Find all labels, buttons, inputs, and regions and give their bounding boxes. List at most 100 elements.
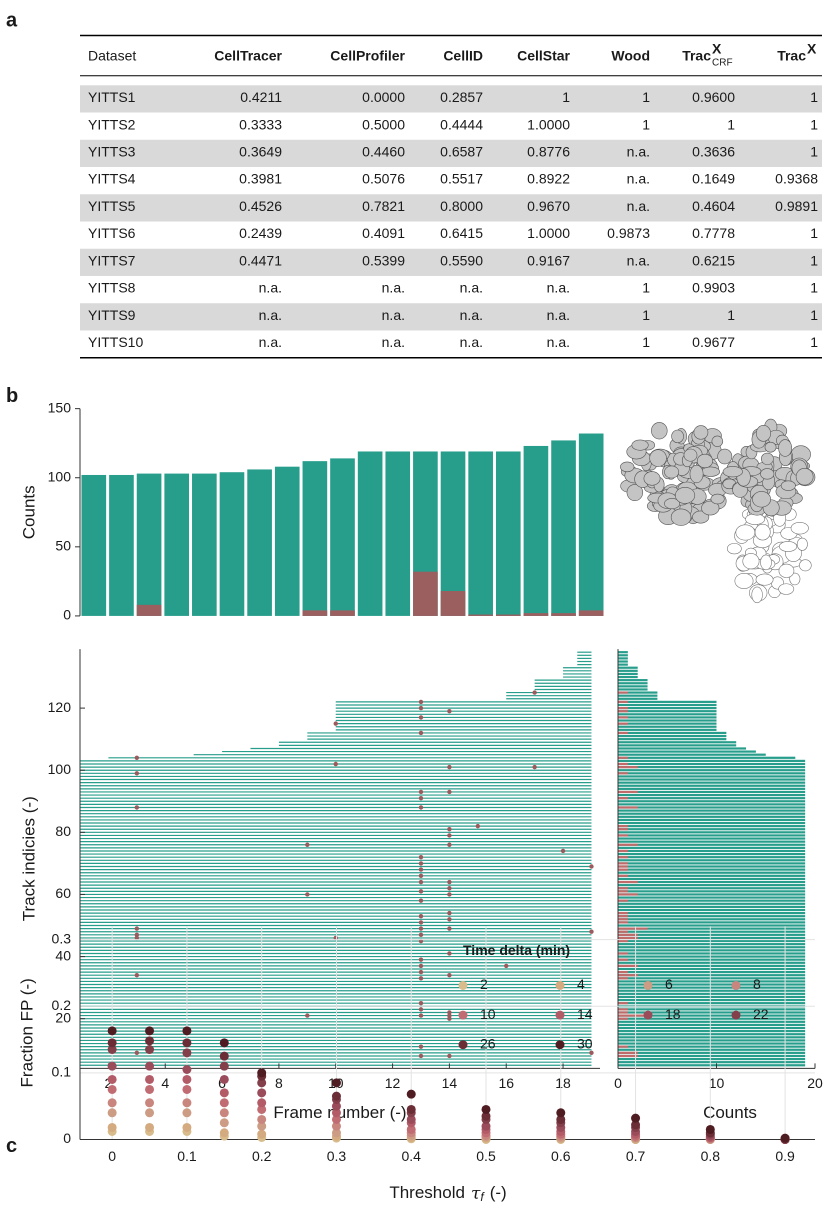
cell	[735, 524, 756, 541]
y-tick-label: 0	[63, 1130, 71, 1146]
count-bar	[618, 731, 628, 735]
cell	[696, 453, 713, 469]
count-bar	[618, 688, 648, 691]
table-cell: YITTS6	[88, 225, 136, 241]
cell	[701, 466, 720, 477]
count-bar	[618, 744, 737, 747]
x-axis-label-text: Threshold	[389, 1183, 465, 1202]
count-bar	[618, 862, 628, 865]
count-bar	[618, 933, 806, 936]
table-cell: 0.9677	[692, 334, 735, 350]
y-axis-label: Fraction FP (-)	[17, 978, 36, 1087]
table-cell: YITTS4	[88, 171, 136, 187]
count-bar	[618, 809, 806, 812]
count-bar	[618, 1048, 806, 1051]
count-bar	[618, 716, 717, 719]
count-bar	[618, 902, 806, 905]
cell	[778, 439, 793, 457]
count-bar	[618, 1020, 806, 1023]
count-bar	[618, 772, 806, 775]
count-bar	[618, 766, 806, 769]
cell	[620, 461, 635, 473]
point	[107, 1098, 117, 1108]
count-bar	[618, 955, 806, 958]
count-bar	[618, 936, 806, 940]
event-dot	[418, 795, 424, 801]
point	[107, 1038, 117, 1048]
column-header: CellProfiler	[330, 48, 405, 64]
x-axis-label: Counts	[703, 1103, 757, 1122]
count-bar	[618, 852, 806, 856]
count-bar	[618, 710, 628, 713]
count-bar	[618, 778, 806, 781]
count-bar	[618, 899, 628, 902]
bar	[219, 472, 245, 616]
table-cell: 0.9873	[607, 225, 650, 241]
count-bar	[618, 741, 737, 744]
y-tick-label: 60	[55, 885, 71, 901]
event-dot	[333, 761, 338, 767]
bar	[495, 451, 521, 616]
count-bar	[618, 781, 806, 784]
event-dot	[418, 969, 424, 975]
count-bar	[618, 669, 638, 672]
count-bar	[618, 865, 806, 868]
legend-marker	[731, 1010, 741, 1020]
event-dot	[418, 705, 424, 711]
bar	[523, 445, 549, 616]
count-bar	[618, 995, 806, 999]
table-cell: n.a.	[259, 334, 282, 350]
point	[780, 1133, 790, 1143]
event-dot	[418, 805, 424, 810]
legend-marker	[458, 980, 468, 990]
bar	[551, 613, 576, 616]
event-dot	[447, 917, 452, 922]
count-bar	[618, 722, 717, 725]
bar	[413, 571, 438, 616]
event-dot	[418, 715, 424, 720]
point	[556, 1114, 566, 1124]
count-bar	[618, 812, 806, 815]
table-cell: 1	[810, 143, 818, 159]
count-bar	[618, 1008, 806, 1011]
count-bar	[618, 1057, 806, 1061]
x-axis-label-unit: (-)	[490, 1183, 507, 1202]
cell	[734, 573, 754, 589]
count-bar	[618, 831, 806, 834]
x-tick-label: 0.8	[701, 1148, 721, 1164]
count-bar	[618, 952, 806, 955]
table-cell: n.a.	[259, 307, 282, 323]
count-bar	[618, 1014, 806, 1017]
point	[219, 1108, 229, 1118]
table-cell: n.a.	[547, 307, 570, 323]
count-bar	[618, 1002, 806, 1005]
count-bar	[618, 787, 806, 790]
event-dot	[418, 789, 424, 795]
event-dot	[418, 957, 424, 962]
column-header: CellID	[443, 48, 483, 64]
count-bar	[618, 846, 806, 849]
count-bar	[618, 682, 648, 685]
point	[406, 1104, 416, 1114]
count-bar	[618, 868, 806, 871]
count-bar	[618, 797, 628, 800]
x-axis-label-sub: f	[480, 1190, 485, 1204]
count-bar	[618, 930, 628, 933]
count-bar	[618, 998, 806, 1002]
point	[107, 1074, 117, 1084]
point	[406, 1089, 416, 1099]
count-bar	[618, 880, 638, 884]
count-bar	[618, 834, 628, 837]
event-dot	[447, 1013, 452, 1018]
count-bar	[618, 1008, 628, 1011]
count-bar	[618, 943, 806, 946]
count-bar	[618, 672, 638, 676]
table-cell: 1.0000	[527, 116, 570, 132]
count-bar	[618, 868, 628, 871]
cell	[717, 448, 733, 465]
point	[331, 1101, 341, 1111]
count-bar	[618, 918, 628, 921]
table-cell: n.a.	[382, 307, 405, 323]
count-bar	[618, 849, 628, 853]
table-cell: 1	[727, 307, 735, 323]
